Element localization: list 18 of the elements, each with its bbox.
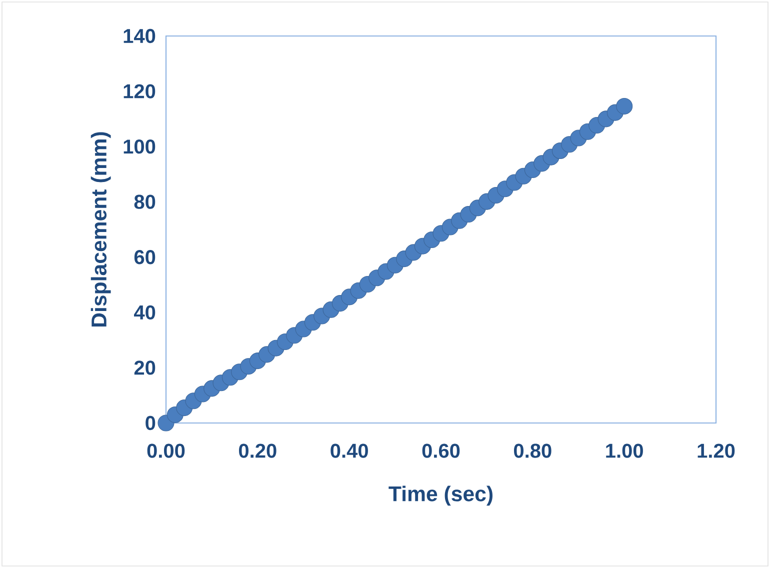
y-axis-title: Displacement (mm) — [90, 132, 111, 326]
y-tick-label: 140 — [124, 28, 156, 44]
x-tick-label: 1.20 — [698, 444, 735, 458]
x-tick-label: 0.80 — [514, 444, 552, 458]
point — [616, 98, 633, 114]
y-tick-label: 100 — [124, 139, 156, 154]
x-tick-label: 0.20 — [239, 444, 276, 458]
y-tick-label: 60 — [134, 250, 156, 264]
x-tick-label: 0.40 — [330, 444, 368, 458]
x-axis-title: Time (sec) — [388, 486, 492, 506]
x-tick-label: 1.00 — [606, 444, 643, 458]
y-tick-label: 40 — [134, 305, 156, 320]
x-tick-label: 0.60 — [422, 444, 460, 458]
y-tick-label: 120 — [124, 84, 156, 98]
y-tick-label: 20 — [134, 360, 156, 375]
x-tick-label: 0.00 — [147, 444, 185, 458]
y-tick-label: 0 — [146, 416, 156, 430]
y-tick-label: 80 — [134, 194, 156, 209]
